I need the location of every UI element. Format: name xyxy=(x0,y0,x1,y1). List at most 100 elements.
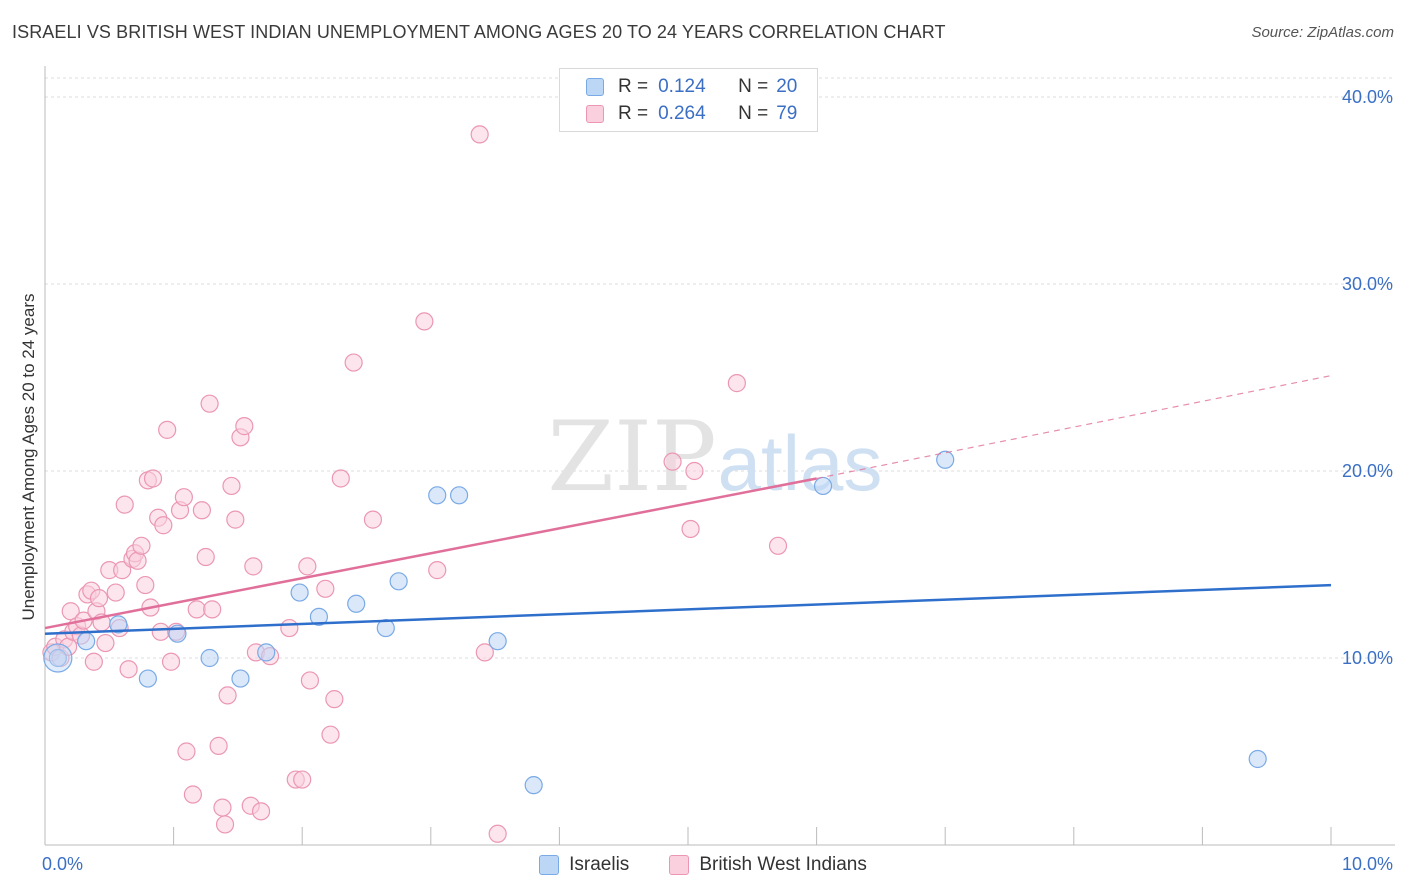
point-british-west-indians xyxy=(192,501,211,520)
y-axis-label: Unemployment Among Ages 20 to 24 years xyxy=(19,294,38,621)
point-british-west-indians xyxy=(154,516,173,535)
point-israelis xyxy=(77,632,96,651)
legend-row-israelis: R = 0.124 N = 20 xyxy=(586,75,797,99)
point-israelis xyxy=(347,594,366,613)
point-british-west-indians xyxy=(316,579,335,598)
point-british-west-indians xyxy=(132,536,151,555)
point-british-west-indians xyxy=(475,643,494,662)
point-british-west-indians xyxy=(143,469,163,488)
bottom-legend-label-israelis: Israelis xyxy=(569,854,630,875)
point-israelis xyxy=(389,572,408,591)
y-tick-label: 10.0% xyxy=(1342,648,1393,668)
point-british-west-indians xyxy=(215,815,235,834)
bottom-legend-label-british-west-indians: British West Indians xyxy=(699,854,867,875)
point-british-west-indians xyxy=(161,652,181,671)
point-british-west-indians xyxy=(298,557,317,576)
point-british-west-indians xyxy=(488,824,507,843)
legend-r-label: R = xyxy=(618,103,649,124)
point-british-west-indians xyxy=(251,802,271,821)
watermark-zip: ZIP xyxy=(547,401,716,513)
y-tick-label: 40.0% xyxy=(1342,87,1393,107)
trend-lines xyxy=(44,375,1332,635)
point-british-west-indians xyxy=(119,660,138,679)
bottom-legend-british-west-indians: British West Indians xyxy=(669,854,867,876)
legend-swatch-british-west-indians xyxy=(586,105,604,123)
point-israelis xyxy=(1248,749,1267,769)
legend-r-value-israelis: 0.124 xyxy=(658,76,706,97)
point-israelis xyxy=(257,643,276,662)
point-israelis xyxy=(449,486,469,505)
watermark: ZIP atlas xyxy=(547,401,882,513)
point-british-west-indians xyxy=(177,742,196,761)
point-british-west-indians xyxy=(183,785,202,804)
legend-row-british-west-indians: R = 0.264 N = 79 xyxy=(586,102,797,126)
bottom-legend-swatch-british-west-indians xyxy=(669,855,690,875)
point-israelis xyxy=(428,486,447,505)
source-note: Source: ZipAtlas.com xyxy=(1251,24,1394,41)
point-british-west-indians xyxy=(727,374,746,393)
point-british-west-indians xyxy=(363,510,383,529)
point-british-west-indians xyxy=(663,452,682,471)
x-tick-label: 0.0% xyxy=(42,854,83,874)
point-british-west-indians xyxy=(203,600,222,619)
trend-line-british-west-indians xyxy=(44,477,817,630)
point-british-west-indians xyxy=(325,690,344,709)
point-israelis xyxy=(309,607,329,626)
point-british-west-indians xyxy=(187,600,206,619)
point-british-west-indians xyxy=(681,519,700,539)
legend-r-label: R = xyxy=(618,76,649,97)
point-british-west-indians xyxy=(209,736,228,755)
point-israelis xyxy=(48,648,67,668)
point-british-west-indians xyxy=(115,495,134,514)
y-tick-label: 30.0% xyxy=(1342,274,1393,294)
point-british-west-indians xyxy=(226,510,245,529)
legend-swatch-israelis xyxy=(586,78,604,96)
point-british-west-indians xyxy=(174,488,193,507)
point-british-west-indians xyxy=(106,583,125,602)
point-british-west-indians xyxy=(428,561,447,580)
point-british-west-indians xyxy=(61,602,80,621)
point-british-west-indians xyxy=(113,561,132,580)
point-british-west-indians xyxy=(158,420,177,439)
point-british-west-indians xyxy=(218,686,237,705)
point-british-west-indians xyxy=(136,575,155,595)
point-israelis xyxy=(290,583,309,602)
bottom-legend-israelis: Israelis xyxy=(539,854,629,876)
point-israelis xyxy=(936,450,955,469)
point-israelis xyxy=(231,669,250,688)
chart-title: ISRAELI VS BRITISH WEST INDIAN UNEMPLOYM… xyxy=(12,22,946,42)
point-british-west-indians xyxy=(96,633,115,653)
y-tick-label: 20.0% xyxy=(1342,461,1393,481)
legend-r-value-british-west-indians: 0.264 xyxy=(658,103,706,124)
point-british-west-indians xyxy=(200,394,219,413)
point-israelis xyxy=(524,776,543,795)
point-british-west-indians xyxy=(331,469,350,488)
point-british-west-indians xyxy=(344,353,363,372)
legend-n-label: N = xyxy=(738,103,769,124)
legend-n-label: N = xyxy=(738,76,769,97)
point-israelis xyxy=(200,648,219,668)
bottom-legend-swatch-israelis xyxy=(539,855,560,875)
point-british-west-indians xyxy=(84,652,103,671)
point-british-west-indians xyxy=(222,476,241,496)
point-british-west-indians xyxy=(244,557,263,576)
bottom-legend: Israelis British West Indians xyxy=(0,852,1406,878)
point-israelis xyxy=(813,476,833,496)
point-british-west-indians xyxy=(89,589,109,608)
x-tick-label: 10.0% xyxy=(1342,854,1393,874)
legend-n-value-israelis: 20 xyxy=(776,76,798,97)
point-british-west-indians xyxy=(151,622,170,641)
point-british-west-indians xyxy=(293,770,312,789)
point-british-west-indians xyxy=(235,417,254,436)
legend-n-value-british-west-indians: 79 xyxy=(776,103,798,124)
point-israelis xyxy=(109,615,128,634)
scatter-points xyxy=(42,125,1267,843)
point-british-west-indians xyxy=(213,798,232,817)
point-british-west-indians xyxy=(768,536,788,555)
legend-box: R = 0.124 N = 20 R = 0.264 N = 79 xyxy=(559,68,818,132)
point-british-west-indians xyxy=(280,618,299,638)
point-israelis xyxy=(488,632,507,651)
trend-line-israelis xyxy=(44,583,1332,635)
point-british-west-indians xyxy=(685,461,704,481)
